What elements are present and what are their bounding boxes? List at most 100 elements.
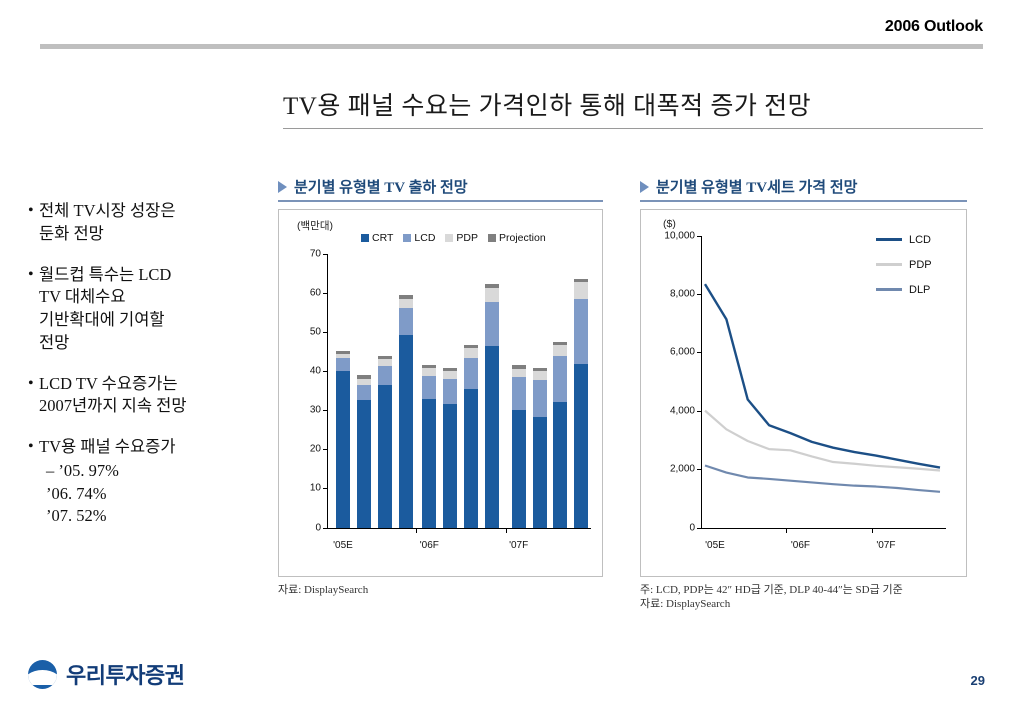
bar-segment-crt: [511, 410, 526, 528]
bullet-item: • 전체 TV시장 성장은 둔화 전망: [28, 200, 266, 246]
bar-segment-lcd: [464, 357, 478, 390]
y-axis-tick-label: 30: [309, 404, 321, 416]
y-axis-tick-mark: [323, 292, 328, 294]
y-axis-tick-mark: [323, 527, 328, 529]
legend-label: PDP: [909, 258, 932, 271]
page-number: 29: [970, 673, 985, 688]
right-chart-panel: 분기별 유형별 TV세트 가격 전망 ($) LCD PDP DLP 0 2,000 4…: [640, 176, 967, 612]
x-axis-tick-label: '05E: [705, 539, 725, 551]
y-axis-tick-mark: [323, 253, 328, 255]
line-series-lcd: [703, 283, 941, 469]
bar-segment-lcd: [574, 298, 589, 364]
line-series-pdp: [704, 409, 941, 472]
bar-segment-lcd: [336, 358, 350, 371]
bar-segment-pdp: [356, 378, 371, 385]
right-heading-divider: [640, 200, 967, 202]
bar-segment-projection: [553, 341, 568, 345]
legend-swatch-icon: [361, 233, 369, 242]
y-axis-tick-mark: [323, 449, 328, 451]
legend-swatch-icon: [445, 233, 454, 242]
line-series-dlp: [704, 463, 941, 493]
y-axis-tick-label: 70: [309, 248, 321, 259]
legend-item-lcd: LCD: [876, 234, 932, 246]
bar-segment-pdp: [532, 370, 547, 381]
bar-segment-pdp: [443, 370, 458, 379]
legend-swatch-icon: [488, 233, 496, 242]
bar-segment-crt: [464, 389, 478, 528]
left-chart-unit: (백만대): [297, 219, 333, 232]
y-axis-tick-label: 40: [309, 365, 321, 377]
y-axis-tick-mark: [697, 527, 702, 529]
right-chart-heading: 분기별 유형별 TV세트 가격 전망: [640, 176, 967, 200]
left-chart-heading-label: 분기별 유형별 TV 출하 전망: [294, 180, 468, 196]
bar-segment-lcd: [484, 301, 499, 347]
bar-column: [398, 254, 413, 528]
left-chart-heading: 분기별 유형별 TV 출하 전망: [278, 176, 603, 200]
bar-segment-lcd: [356, 384, 371, 401]
bullet-item: • 월드컵 특수는 LCD TV 대체수요 기반확대에 기여할 전망: [28, 264, 266, 355]
bar-column: [464, 254, 478, 528]
bar-segment-crt: [336, 370, 350, 528]
legend-line-icon: [876, 263, 902, 266]
bar-segment-crt: [484, 346, 499, 528]
bar-column: [336, 254, 350, 528]
y-axis-tick-label: 2,000: [669, 463, 695, 475]
legend-label: LCD: [909, 233, 932, 246]
y-axis-tick-label: 60: [309, 287, 321, 299]
bar-segment-pdp: [398, 298, 413, 308]
legend-item-lcd: LCD: [403, 232, 435, 244]
legend-item-projection: Projection: [488, 232, 546, 244]
bar-segment-projection: [574, 278, 589, 283]
right-chart-unit: ($): [663, 217, 676, 230]
legend-item-pdp: PDP: [876, 259, 932, 271]
y-axis-tick-mark: [323, 331, 328, 333]
y-axis-tick-mark: [697, 293, 702, 295]
legend-label: LCD: [414, 231, 436, 244]
x-axis-tick-label: '06F: [419, 539, 439, 551]
x-axis-line: [327, 527, 591, 529]
bar-segment-crt: [356, 400, 371, 528]
y-axis-tick-label: 0: [315, 522, 321, 533]
right-chart-source: 주: LCD, PDP는 42″ HD급 기준, DLP 40-44″는 SD급…: [640, 583, 903, 611]
bullet-marker: •: [28, 265, 34, 283]
right-chart-box: ($) LCD PDP DLP 0 2,000 4,000 6,000 8,000 10,00…: [640, 208, 967, 577]
y-axis-tick-mark: [697, 235, 702, 237]
y-axis-tick-mark: [323, 410, 328, 412]
bar-column: [511, 254, 526, 528]
company-logo: 우리투자증권: [28, 658, 185, 690]
bar-segment-pdp: [511, 368, 526, 377]
y-axis-tick-label: 10: [309, 482, 321, 494]
bar-column: [553, 254, 568, 528]
bar-segment-pdp: [574, 282, 589, 299]
bullet-subtext: – ’05. 97% ’06. 74% ’07. 52%: [46, 460, 119, 526]
bar-segment-projection: [422, 365, 437, 369]
bar-column: [377, 254, 392, 528]
legend-label: PDP: [456, 231, 478, 244]
bar-segment-projection: [356, 375, 371, 379]
y-axis-tick-label: 20: [309, 443, 321, 455]
left-chart-source: 자료: DisplaySearch: [278, 583, 369, 596]
x-axis-tick-label: '05E: [333, 539, 353, 551]
x-axis-tick-label: '07F: [876, 539, 896, 551]
company-name: 우리투자증권: [66, 663, 185, 688]
triangle-right-icon: [278, 180, 287, 193]
bar-segment-projection: [532, 367, 547, 371]
legend-line-icon: [876, 238, 902, 241]
y-axis-tick-mark: [697, 352, 702, 354]
bar-segment-lcd: [398, 307, 413, 335]
bar-segment-crt: [553, 401, 568, 528]
x-axis-tick-mark: [786, 527, 788, 533]
bullet-item: • LCD TV 수요증가는 2007년까지 지속 전망: [28, 373, 266, 419]
triangle-right-icon: [640, 180, 649, 193]
x-axis-tick-label: '06F: [790, 539, 811, 551]
right-chart-heading-label: 분기별 유형별 TV세트 가격 전망: [656, 180, 858, 196]
left-chart-panel: 분기별 유형별 TV 출하 전망 (백만대) CRT LCD PDP Projecti…: [278, 176, 603, 597]
bullet-marker: •: [28, 202, 34, 219]
bar-segment-lcd: [422, 375, 437, 399]
bullet-text: 전체 TV시장 성장은 둔화 전망: [39, 201, 176, 243]
y-axis-tick-label: 6,000: [669, 346, 695, 358]
wave-circle-icon: [28, 659, 57, 689]
bar-segment-crt: [532, 417, 547, 528]
bar-segment-crt: [574, 363, 589, 528]
bar-segment-pdp: [464, 348, 478, 358]
